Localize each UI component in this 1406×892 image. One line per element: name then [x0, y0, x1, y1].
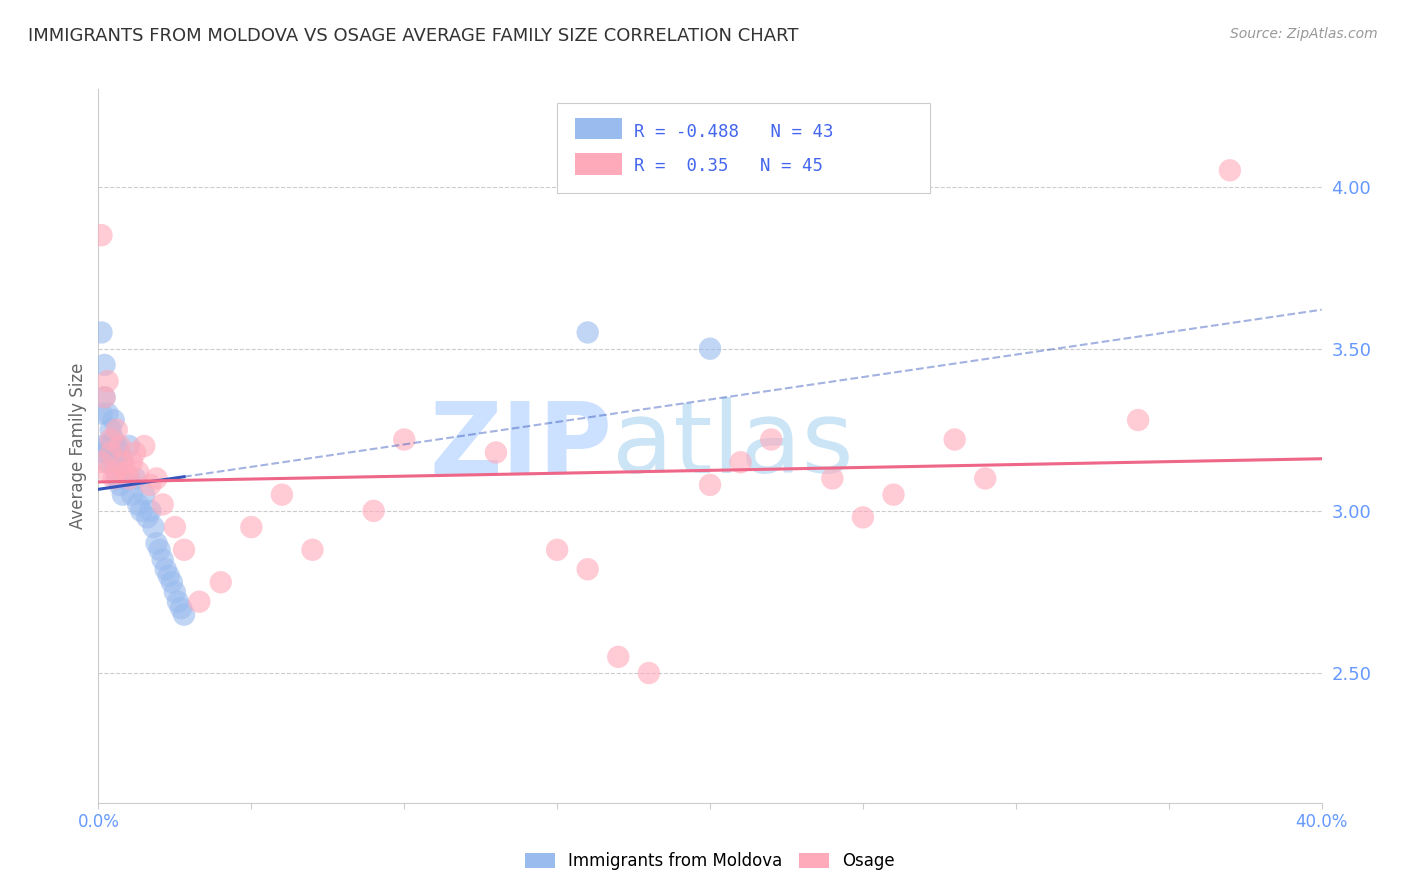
- Point: [90, 326, 112, 340]
- Point: [111, 455, 134, 469]
- FancyBboxPatch shape: [557, 103, 931, 193]
- Y-axis label: Average Family Size: Average Family Size: [69, 363, 87, 529]
- Point: [93, 390, 115, 404]
- Point: [93, 445, 115, 459]
- Point: [943, 433, 966, 447]
- Point: [155, 562, 177, 576]
- Point: [134, 488, 156, 502]
- Point: [152, 552, 174, 566]
- Point: [188, 595, 211, 609]
- Point: [105, 423, 128, 437]
- Point: [170, 601, 193, 615]
- Point: [97, 374, 120, 388]
- Point: [149, 542, 172, 557]
- Point: [100, 423, 122, 437]
- Point: [129, 504, 152, 518]
- Text: ZIP: ZIP: [429, 398, 612, 494]
- Point: [103, 455, 125, 469]
- Point: [974, 471, 997, 485]
- Point: [852, 510, 875, 524]
- Point: [730, 455, 752, 469]
- Point: [97, 407, 120, 421]
- Point: [115, 465, 138, 479]
- Point: [699, 478, 721, 492]
- Point: [883, 488, 905, 502]
- Point: [118, 471, 141, 485]
- Point: [90, 407, 112, 421]
- Point: [127, 497, 149, 511]
- Point: [90, 228, 112, 243]
- Text: R =  0.35   N = 45: R = 0.35 N = 45: [634, 157, 823, 175]
- Point: [163, 520, 186, 534]
- Text: IMMIGRANTS FROM MOLDOVA VS OSAGE AVERAGE FAMILY SIZE CORRELATION CHART: IMMIGRANTS FROM MOLDOVA VS OSAGE AVERAGE…: [28, 27, 799, 45]
- Point: [100, 445, 122, 459]
- Text: Source: ZipAtlas.com: Source: ZipAtlas.com: [1230, 27, 1378, 41]
- Point: [108, 439, 131, 453]
- Point: [90, 439, 112, 453]
- Point: [115, 471, 138, 485]
- Bar: [575, 118, 621, 139]
- Point: [163, 585, 186, 599]
- Point: [1128, 413, 1150, 427]
- Point: [90, 455, 112, 469]
- Point: [118, 471, 141, 485]
- Point: [145, 471, 167, 485]
- Text: atlas: atlas: [612, 398, 853, 494]
- Point: [173, 542, 195, 557]
- Point: [111, 455, 134, 469]
- Point: [103, 433, 125, 447]
- Point: [108, 478, 131, 492]
- Point: [157, 568, 180, 582]
- Point: [105, 465, 128, 479]
- Point: [1219, 163, 1241, 178]
- Text: R = -0.488   N = 43: R = -0.488 N = 43: [634, 123, 834, 141]
- Point: [97, 455, 120, 469]
- Point: [93, 390, 115, 404]
- Point: [699, 342, 721, 356]
- Point: [270, 488, 292, 502]
- Point: [209, 575, 232, 590]
- Point: [392, 433, 416, 447]
- Point: [97, 465, 120, 479]
- Point: [167, 595, 190, 609]
- Point: [485, 445, 508, 459]
- Point: [301, 542, 323, 557]
- Point: [136, 510, 159, 524]
- Point: [105, 471, 128, 485]
- Point: [105, 439, 128, 453]
- Point: [363, 504, 385, 518]
- Point: [93, 358, 115, 372]
- Point: [121, 488, 143, 502]
- Point: [121, 455, 143, 469]
- Point: [576, 562, 599, 576]
- Point: [637, 666, 661, 681]
- Legend: Immigrants from Moldova, Osage: Immigrants from Moldova, Osage: [519, 846, 901, 877]
- Point: [821, 471, 844, 485]
- Point: [160, 575, 183, 590]
- Bar: [575, 153, 621, 175]
- Point: [124, 471, 146, 485]
- Point: [152, 497, 174, 511]
- Point: [100, 445, 122, 459]
- Point: [103, 471, 125, 485]
- Point: [103, 413, 125, 427]
- Point: [759, 433, 782, 447]
- Point: [240, 520, 263, 534]
- Point: [139, 504, 162, 518]
- Point: [173, 607, 195, 622]
- Point: [139, 478, 162, 492]
- Point: [145, 536, 167, 550]
- Point: [546, 542, 568, 557]
- Point: [97, 439, 120, 453]
- Point: [142, 520, 165, 534]
- Point: [134, 439, 156, 453]
- Point: [118, 439, 141, 453]
- Point: [111, 488, 134, 502]
- Point: [100, 433, 122, 447]
- Point: [607, 649, 630, 664]
- Point: [108, 445, 131, 459]
- Point: [576, 326, 599, 340]
- Point: [124, 445, 146, 459]
- Point: [127, 465, 149, 479]
